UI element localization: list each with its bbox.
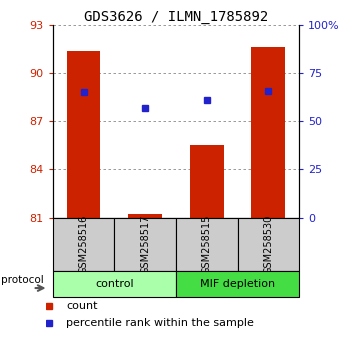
Text: GSM258517: GSM258517: [140, 215, 150, 274]
Text: protocol: protocol: [1, 275, 44, 285]
Text: count: count: [67, 301, 98, 311]
Bar: [53, 271, 176, 297]
Bar: [67, 51, 100, 218]
Bar: [176, 271, 299, 297]
Text: GSM258515: GSM258515: [202, 215, 212, 274]
Text: GSM258516: GSM258516: [79, 215, 88, 274]
Title: GDS3626 / ILMN_1785892: GDS3626 / ILMN_1785892: [84, 10, 268, 24]
Bar: [128, 215, 162, 218]
Text: MIF depletion: MIF depletion: [200, 279, 275, 289]
Text: percentile rank within the sample: percentile rank within the sample: [67, 318, 254, 327]
Bar: [53, 218, 114, 271]
Bar: [114, 218, 176, 271]
Text: control: control: [95, 279, 134, 289]
Bar: [238, 218, 299, 271]
Bar: [190, 145, 224, 218]
Bar: [176, 218, 238, 271]
Bar: [252, 47, 285, 218]
Text: GSM258530: GSM258530: [264, 215, 273, 274]
